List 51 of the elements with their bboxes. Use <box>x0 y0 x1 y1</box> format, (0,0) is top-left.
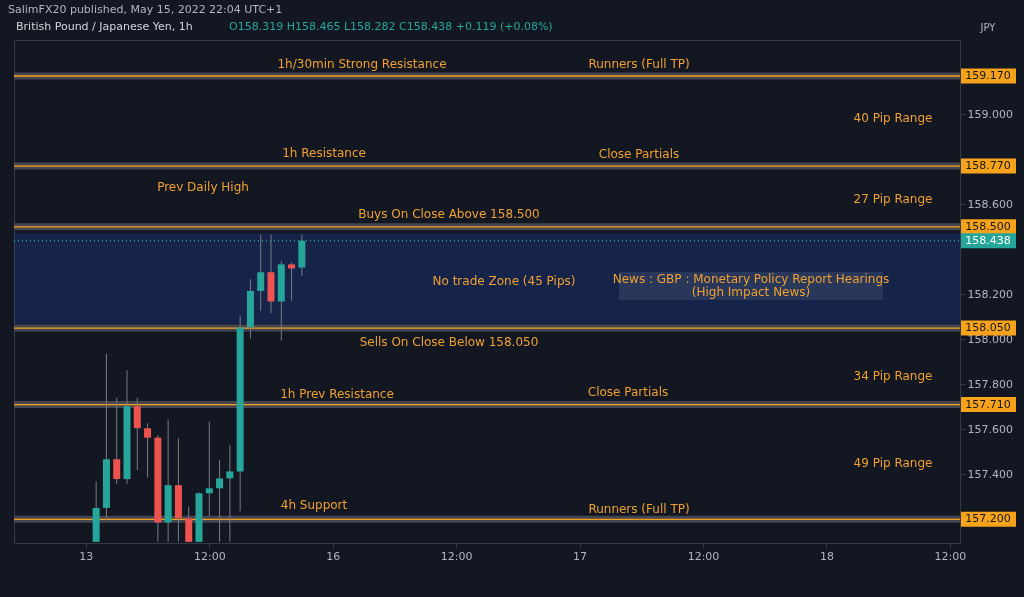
x-tick-label: 17 <box>573 549 588 563</box>
candlestick <box>133 397 141 471</box>
annotation: Prev Daily High <box>157 180 249 194</box>
candlestick <box>185 506 193 543</box>
x-tick-label: 18 <box>819 549 834 563</box>
annotation: 1h Resistance <box>282 146 366 160</box>
annotation: 1h Prev Resistance <box>280 387 394 401</box>
ref-line-label: 158.438 <box>965 233 1011 247</box>
y-tick-label: 158.600 <box>967 197 1013 211</box>
ref-line-label: 158.500 <box>965 219 1011 233</box>
y-tick-label: 157.400 <box>967 467 1013 481</box>
x-tick-label: 13 <box>79 549 94 563</box>
candlestick <box>144 422 152 479</box>
x-tick-label: 12:00 <box>440 549 473 563</box>
annotation: Close Partials <box>598 147 680 161</box>
text: SalimFX20 published, May 15, 2022 22:04 UTC+1 <box>8 3 283 16</box>
candlestick <box>113 397 121 485</box>
ref-line-label: 157.200 <box>965 512 1011 526</box>
annotation: Close Partials <box>587 385 669 399</box>
y-tick-label: 158.200 <box>967 287 1013 301</box>
ref-line-label: 159.170 <box>965 69 1011 83</box>
ref-line-label: 158.050 <box>965 321 1011 335</box>
y-tick-label: 158.000 <box>967 332 1013 346</box>
candlestick <box>205 421 213 518</box>
chart-subtitle: O158.319 H158.465 L158.282 C158.438 +0.119 (+0.08%) <box>229 20 553 33</box>
annotation: Runners (Full TP) <box>588 57 690 71</box>
annotation: 34 Pip Range <box>853 369 933 383</box>
text: JPY <box>979 22 997 33</box>
annotation: 4h Support <box>280 498 348 512</box>
candlestick <box>226 444 234 543</box>
annotation: News : GBP : Monetary Policy Report Hearings (High Impact News) <box>612 272 890 299</box>
ref-line-label: 158.770 <box>965 159 1011 173</box>
chart-title: British Pound / Japanese Yen, 1h <box>16 20 193 33</box>
annotation: Sells On Close Below 158.050 <box>359 335 539 349</box>
annotation: 27 Pip Range <box>853 192 933 206</box>
annotation: 1h/30min Strong Resistance <box>277 57 447 71</box>
x-tick-label: 12:00 <box>934 549 967 563</box>
x-tick-label: 12:00 <box>687 549 720 563</box>
x-tick-label: 12:00 <box>193 549 226 563</box>
y-tick-label: 159.000 <box>967 107 1013 121</box>
annotation: 49 Pip Range <box>853 456 933 470</box>
x-tick-label: 16 <box>326 549 341 563</box>
annotation: 40 Pip Range <box>853 111 933 125</box>
y-tick-label: 157.600 <box>967 422 1013 436</box>
y-tick-label: 157.800 <box>967 377 1013 391</box>
candlestick <box>288 262 296 302</box>
annotation: No trade Zone (45 Pips) <box>432 274 576 288</box>
ref-line-label: 157.710 <box>965 397 1011 411</box>
annotation: Buys On Close Above 158.500 <box>358 207 540 221</box>
candlestick <box>216 459 224 543</box>
annotation: Runners (Full TP) <box>588 502 690 516</box>
